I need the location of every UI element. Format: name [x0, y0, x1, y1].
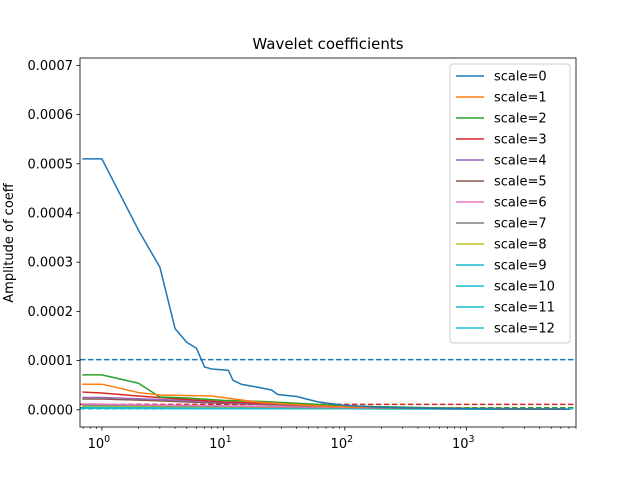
legend-label-5: scale=5	[494, 175, 547, 190]
series-line-0	[82, 158, 570, 411]
y-tick-label-5: 0.0005	[28, 157, 74, 172]
legend-label-2: scale=2	[494, 112, 547, 127]
x-tick-label-3: 103	[452, 434, 475, 452]
y-tick-label-3: 0.0003	[28, 256, 74, 271]
legend-label-1: scale=1	[494, 91, 547, 106]
legend-frame	[449, 63, 571, 344]
axes-frame	[79, 57, 577, 428]
x-tick-label-2: 102	[331, 434, 354, 452]
data-layer	[80, 158, 576, 411]
y-axis-label: Amplitude of coeff	[2, 182, 17, 303]
legend-label-11: scale=11	[494, 301, 555, 316]
legend-label-0: scale=0	[494, 70, 547, 85]
legend-label-4: scale=4	[494, 154, 547, 169]
y-tick-label-7: 0.0007	[28, 59, 74, 74]
legend-label-7: scale=7	[494, 217, 547, 232]
y-tick-label-6: 0.0006	[28, 108, 74, 123]
legend-label-6: scale=6	[494, 196, 547, 211]
y-tick-label-4: 0.0004	[28, 206, 74, 221]
legend-label-3: scale=3	[494, 133, 547, 148]
legend-label-12: scale=12	[494, 322, 555, 337]
y-tick-label-2: 0.0002	[28, 305, 74, 320]
x-tick-label-0: 100	[88, 434, 111, 452]
legend-label-8: scale=8	[494, 238, 547, 253]
y-tick-label-1: 0.0001	[28, 354, 74, 369]
legend: scale=0 scale=1 scale=2 scale=3 scale=4 scale…	[449, 63, 571, 344]
y-tick-label-0: 0.0000	[28, 403, 74, 418]
plot-area: 0.0000 0.0001 0.0002 0.0003 0.0004 0.0005 0.00…	[28, 57, 577, 452]
legend-label-9: scale=9	[494, 259, 547, 274]
x-tick-label-1: 101	[209, 434, 232, 452]
chart-title: Wavelet coefficients	[252, 35, 403, 53]
legend-label-10: scale=10	[494, 280, 555, 295]
